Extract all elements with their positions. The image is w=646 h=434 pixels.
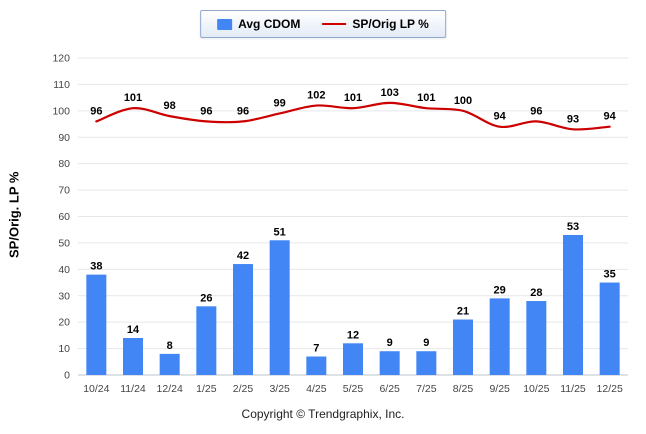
- line-value-label: 101: [417, 92, 435, 104]
- bar-value-label: 14: [127, 324, 140, 336]
- line-value-label: 101: [344, 92, 362, 104]
- bar-value-label: 8: [167, 340, 173, 352]
- bar-value-label: 9: [423, 337, 429, 349]
- sp-orig-lp-swatch-icon: [322, 23, 347, 25]
- bar: [343, 343, 363, 375]
- bar-value-label: 7: [313, 343, 319, 355]
- x-tick-label: 11/25: [560, 383, 586, 395]
- bar: [86, 274, 107, 375]
- x-tick-label: 6/25: [379, 383, 400, 395]
- x-tick-label: 1/25: [196, 383, 217, 395]
- bar: [379, 351, 400, 375]
- bar: [453, 319, 473, 375]
- y-tick-label: 110: [53, 79, 70, 91]
- bar-value-label: 35: [604, 269, 616, 281]
- x-tick-label: 10/25: [523, 383, 549, 395]
- line-value-label: 96: [200, 105, 212, 117]
- bar-value-label: 28: [530, 287, 542, 299]
- line-value-label: 94: [494, 111, 507, 123]
- x-tick-label: 8/25: [453, 383, 474, 395]
- bar: [123, 338, 143, 375]
- bar-value-label: 53: [567, 221, 579, 233]
- x-tick-label: 12/25: [597, 383, 623, 395]
- copyright-text: Copyright © Trendgraphix, Inc.: [241, 407, 405, 421]
- bar-value-label: 38: [90, 261, 102, 273]
- x-tick-label: 10/24: [83, 383, 109, 395]
- y-tick-label: 100: [52, 105, 70, 117]
- x-tick-label: 9/25: [489, 383, 510, 395]
- chart-legend: Avg CDOM SP/Orig LP %: [200, 10, 446, 38]
- x-tick-label: 3/25: [269, 383, 290, 395]
- x-tick-label: 2/25: [233, 383, 254, 395]
- x-tick-label: 7/25: [416, 383, 437, 395]
- bar-value-label: 29: [494, 284, 506, 296]
- line-value-label: 98: [164, 100, 176, 112]
- chart-plot: 0 10 20 30 40 50 60 70 80 90 100 110 120 10/24 11/24 12…: [52, 53, 628, 395]
- legend-item-avg-cdom: Avg CDOM: [217, 17, 300, 31]
- y-tick-label: 50: [58, 237, 70, 249]
- avg-cdom-legend-label: Avg CDOM: [238, 17, 301, 31]
- line-value-label: 99: [274, 97, 286, 109]
- avg-cdom-swatch-icon: [217, 18, 233, 30]
- legend-item-sp-orig-lp: SP/Orig LP %: [322, 17, 429, 31]
- x-tick-label: 12/24: [157, 383, 183, 395]
- line-value-label: 93: [567, 113, 579, 125]
- line-value-label: 102: [307, 90, 325, 102]
- x-tick-label: 4/25: [306, 383, 327, 395]
- y-tick-label: 0: [64, 370, 70, 382]
- bar: [159, 353, 180, 375]
- line-value-label: 100: [454, 95, 472, 107]
- bar-value-label: 12: [347, 329, 359, 341]
- line-value-label: 96: [530, 105, 542, 117]
- bar: [306, 356, 327, 375]
- bar: [416, 351, 437, 375]
- bar: [196, 306, 217, 375]
- line-path: [95, 101, 611, 131]
- x-tick-label: 5/25: [343, 383, 364, 395]
- sp-orig-lp-legend-label: SP/Orig LP %: [352, 17, 429, 31]
- y-tick-label: 10: [58, 343, 70, 355]
- bar: [269, 240, 290, 375]
- line-value-label: 103: [380, 87, 398, 99]
- line-value-label: 96: [237, 105, 249, 117]
- y-tick-label: 20: [58, 317, 70, 329]
- bar-value-label: 9: [387, 337, 393, 349]
- y-tick-label: 60: [58, 211, 70, 223]
- y-tick-label: 90: [58, 132, 70, 144]
- y-tick-label: 40: [58, 264, 70, 276]
- bar: [489, 298, 510, 375]
- y-tick-label: 70: [58, 185, 70, 197]
- line-value-label: 101: [124, 92, 142, 104]
- y-tick-label: 120: [52, 53, 70, 65]
- bar-value-label: 42: [237, 250, 249, 262]
- bar-value-label: 26: [200, 292, 212, 304]
- y-tick-label: 30: [58, 290, 70, 302]
- bar: [563, 234, 583, 375]
- bar: [233, 264, 253, 375]
- line-value-label: 94: [604, 111, 617, 123]
- bar-value-label: 51: [274, 226, 286, 238]
- bar-value-label: 21: [457, 306, 469, 318]
- line-value-label: 96: [90, 105, 102, 117]
- bar: [526, 301, 547, 375]
- bar: [599, 282, 620, 375]
- x-tick-label: 11/24: [120, 383, 146, 395]
- y-tick-label: 80: [58, 158, 70, 170]
